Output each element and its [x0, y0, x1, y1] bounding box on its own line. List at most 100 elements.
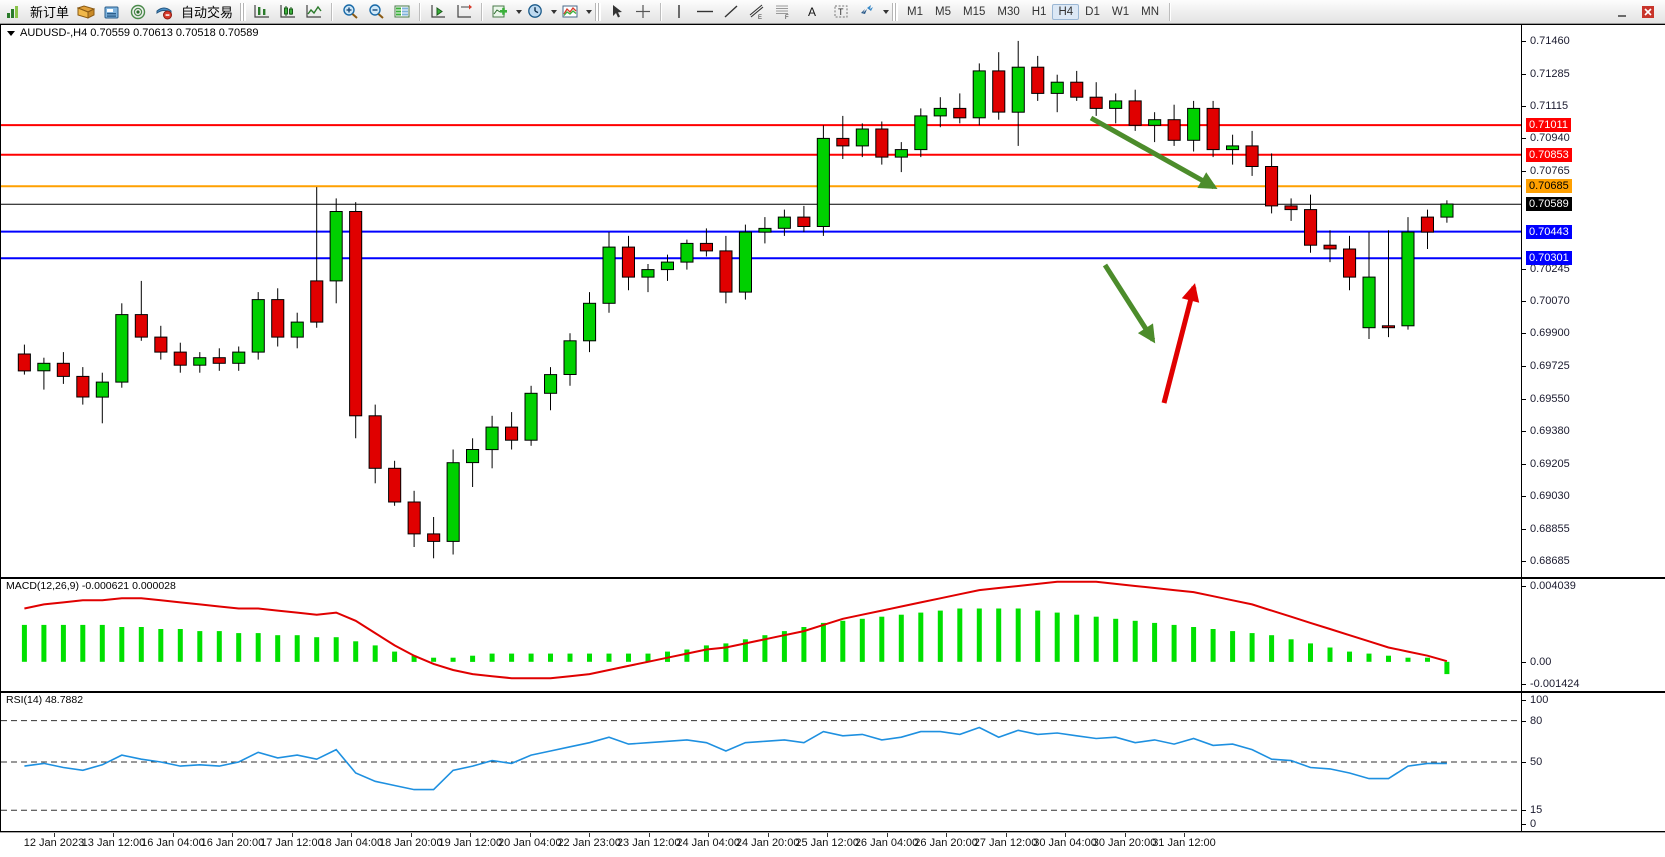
candlestick-chart-icon[interactable]	[275, 1, 301, 23]
vertical-line-icon[interactable]	[666, 1, 692, 23]
toolbar-grip-2[interactable]	[595, 2, 602, 21]
macd-title: MACD(12,26,9) -0.000621 0.000028	[6, 580, 176, 592]
date-tick-label: 30 Jan 20:00	[1092, 837, 1157, 849]
price-tick-label: 0.69900	[1530, 327, 1570, 340]
macd-tick-label: -0.001424	[1530, 678, 1580, 690]
rsi-tick-label: 50	[1530, 756, 1543, 768]
price-level-tag[interactable]: 0.70685	[1526, 179, 1572, 194]
horizontal-line-icon[interactable]	[692, 1, 718, 23]
period-chevron-down-icon[interactable]	[551, 9, 558, 14]
templates-chevron-down-icon[interactable]	[586, 9, 593, 14]
price-panel[interactable]: AUDUSD-,H4 0.70559 0.70613 0.70518 0.705…	[0, 24, 1665, 578]
window-minimize-icon[interactable]	[1609, 1, 1635, 23]
rsi-axis[interactable]: 100 80 50 15 0	[1522, 693, 1665, 831]
auto-trading-icon[interactable]	[151, 1, 177, 23]
price-level-tag[interactable]: 0.70589	[1526, 197, 1572, 212]
arrows-icon[interactable]	[854, 1, 880, 23]
folder-icon[interactable]	[73, 1, 99, 23]
crosshair-icon[interactable]	[630, 1, 656, 23]
fibonacci-icon[interactable]: F	[770, 1, 796, 23]
date-axis[interactable]: 12 Jan 2023 13 Jan 12:00 16 Jan 04:00 16 Ja…	[0, 832, 1665, 857]
price-level-tag[interactable]: 0.71011	[1526, 118, 1571, 133]
arrows-chevron-down-icon[interactable]	[883, 9, 890, 14]
date-tick-label: 24 Jan 20:00	[735, 837, 800, 849]
trendline-icon[interactable]	[718, 1, 744, 23]
price-tick-label: 0.68685	[1530, 555, 1570, 568]
rsi-title: RSI(14) 48.7882	[6, 694, 84, 706]
price-tick-label: 0.71285	[1530, 67, 1570, 80]
timeframe-m5[interactable]: M5	[935, 5, 951, 18]
chart-title-bar: AUDUSD-,H4 0.70559 0.70613 0.70518 0.705…	[7, 27, 259, 39]
rsi-tick	[1522, 762, 1526, 763]
new-order-icon[interactable]	[0, 1, 26, 23]
templates-icon[interactable]	[557, 1, 583, 23]
date-tick-label: 13 Jan 12:00	[81, 837, 146, 849]
add-indicator-icon[interactable]	[487, 1, 513, 23]
timeframe-d1[interactable]: D1	[1085, 5, 1100, 18]
rsi-panel[interactable]: RSI(14) 48.7882 100 80 50 15 0	[0, 692, 1665, 832]
macd-axis-divider	[1521, 579, 1522, 691]
date-tick-label: 23 Jan 12:00	[616, 837, 681, 849]
cursor-icon[interactable]	[604, 1, 630, 23]
timeframe-m15[interactable]: M15	[963, 5, 986, 18]
line-chart-icon[interactable]	[301, 1, 327, 23]
macd-plot-area[interactable]	[1, 579, 1664, 691]
price-level-tag[interactable]: 0.70301	[1526, 251, 1572, 266]
data-window-icon[interactable]	[389, 1, 415, 23]
new-order-label[interactable]: 新订单	[30, 5, 70, 20]
bar-chart-icon[interactable]	[249, 1, 275, 23]
timeframe-h1[interactable]: H1	[1031, 5, 1047, 18]
news-icon[interactable]	[99, 1, 125, 23]
price-level-tag[interactable]: 0.70853	[1526, 147, 1572, 162]
rsi-plot-area[interactable]	[1, 693, 1664, 831]
window-close-icon[interactable]	[1635, 1, 1661, 23]
toolbar-separator-1	[331, 2, 334, 21]
date-tick-label: 25 Jan 12:00	[795, 837, 859, 849]
chart-title-text: AUDUSD-,H4 0.70559 0.70613 0.70518 0.705…	[20, 27, 259, 39]
price-tick	[1522, 40, 1526, 42]
date-tick-label: 22 Jan 23:00	[557, 837, 622, 849]
period-clock-icon[interactable]	[522, 1, 548, 23]
macd-tick	[1522, 684, 1526, 685]
macd-axis[interactable]: 0.004039 0.00 -0.001424	[1522, 579, 1665, 691]
date-tick-label: 16 Jan 04:00	[141, 837, 205, 849]
text-label-icon[interactable]: T	[828, 1, 854, 23]
toolbar-separator-2	[419, 2, 422, 21]
equidistant-channel-icon[interactable]: E	[744, 1, 770, 23]
zoom-out-icon[interactable]	[363, 1, 389, 23]
price-axis[interactable]: 0.71460 0.71285 0.71115 0.70940 0.70765 0.702…	[1522, 25, 1665, 577]
text-tool-icon[interactable]: A	[808, 4, 817, 19]
price-tick	[1522, 398, 1526, 400]
price-plot-area[interactable]	[1, 25, 1664, 577]
macd-svg	[21, 580, 1450, 680]
price-tick	[1522, 430, 1526, 432]
zoom-in-icon[interactable]	[337, 1, 363, 23]
auto-scroll-icon[interactable]	[425, 1, 451, 23]
timeframe-h4[interactable]: H4	[1052, 3, 1080, 20]
rsi-tick-label: 100	[1530, 694, 1549, 706]
chart-collapse-icon[interactable]	[7, 30, 15, 36]
rsi-tick	[1522, 720, 1526, 722]
price-tick-label: 0.69725	[1530, 360, 1570, 373]
date-tick-label: 18 Jan 20:00	[379, 837, 443, 849]
timeframe-m30[interactable]: M30	[997, 5, 1020, 18]
svg-text:T: T	[838, 7, 844, 17]
price-tick	[1522, 496, 1526, 498]
price-tick	[1522, 529, 1526, 531]
macd-panel[interactable]: MACD(12,26,9) -0.000621 0.000028 0.00403…	[0, 578, 1665, 692]
toolbar-separator-3	[481, 2, 484, 21]
toolbar-grip-1[interactable]	[240, 2, 247, 21]
auto-trading-label[interactable]: 自动交易	[181, 5, 234, 20]
rsi-tick-label: 80	[1530, 714, 1543, 727]
timeframe-m1[interactable]: M1	[907, 5, 924, 18]
chart-shift-icon[interactable]	[451, 1, 477, 23]
toolbar-grip-3[interactable]	[892, 2, 899, 21]
price-level-tag[interactable]: 0.70443	[1526, 224, 1572, 239]
price-tick	[1522, 138, 1526, 140]
timeframe-mn[interactable]: MN	[1141, 5, 1159, 18]
add-indicator-chevron-down-icon[interactable]	[516, 9, 523, 14]
signal-icon[interactable]	[125, 1, 151, 23]
date-tick-label: 26 Jan 20:00	[914, 837, 978, 849]
rsi-tick	[1522, 810, 1526, 812]
timeframe-w1[interactable]: W1	[1111, 5, 1130, 18]
